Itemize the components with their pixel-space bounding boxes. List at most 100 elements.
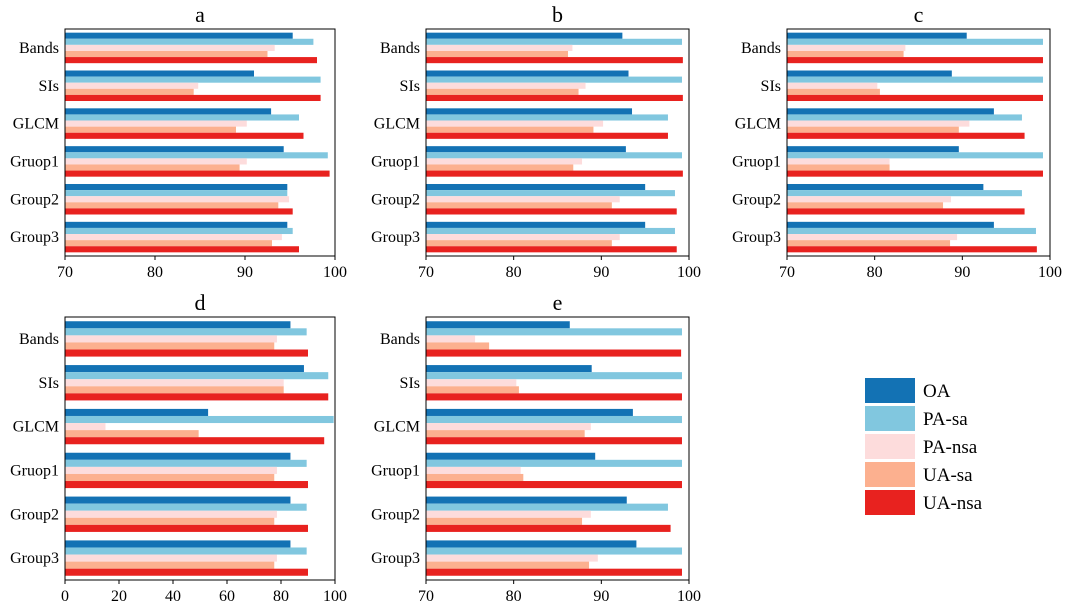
- bar-glcm-pa-nsa: [65, 120, 247, 127]
- bar-gruop1-ua-sa: [426, 164, 574, 171]
- bar-group3-pa-nsa: [426, 554, 598, 562]
- bar-sis-ua-nsa: [426, 393, 682, 401]
- bar-group2-oa: [787, 183, 984, 191]
- bar-glcm-pa-sa: [65, 114, 299, 121]
- x-tick-label: 70: [418, 264, 434, 281]
- bar-group3-oa: [787, 221, 994, 228]
- bar-bands-pa-nsa: [65, 335, 277, 343]
- bar-sis-pa-nsa: [787, 82, 878, 89]
- bar-group3-pa-sa: [787, 227, 1036, 235]
- bar-bands-oa: [426, 32, 623, 39]
- category-label: Group2: [371, 506, 420, 523]
- bar-group3-pa-sa: [426, 547, 682, 555]
- bar-sis-pa-sa: [426, 76, 682, 83]
- bar-group2-pa-sa: [426, 503, 668, 511]
- bar-group2-ua-sa: [787, 202, 944, 209]
- bar-bands-pa-sa: [65, 328, 307, 336]
- bar-glcm-pa-nsa: [787, 120, 970, 127]
- category-label: Bands: [380, 331, 420, 348]
- bar-group3-ua-nsa: [65, 246, 299, 253]
- bar-group2-pa-sa: [787, 190, 1022, 197]
- axes-frame: [425, 28, 690, 257]
- category-label: Group3: [10, 550, 59, 567]
- bar-group2-pa-sa: [65, 503, 307, 511]
- bar-glcm-pa-nsa: [65, 423, 106, 431]
- bar-sis-ua-nsa: [787, 94, 1043, 102]
- legend-label-pa-sa: PA-sa: [923, 409, 968, 430]
- bar-glcm-pa-sa: [65, 415, 334, 424]
- bar-gruop1-ua-nsa: [787, 170, 1043, 177]
- bar-group3-pa-nsa: [65, 554, 277, 562]
- bar-group2-pa-sa: [65, 190, 288, 197]
- bar-bands-oa: [65, 32, 293, 39]
- bar-gruop1-ua-nsa: [426, 170, 683, 177]
- axes-frame: [64, 28, 336, 257]
- bar-gruop1-ua-sa: [65, 164, 240, 171]
- bar-glcm-oa: [426, 108, 633, 115]
- panel-d: d Bands SIs GLCM Gruop1 Group2 Group3 0 20 40 60 80…: [10, 290, 347, 604]
- bar-gruop1-pa-sa: [65, 459, 307, 467]
- x-tick-label: 40: [165, 588, 181, 604]
- bar-sis-ua-nsa: [426, 94, 683, 102]
- legend-label-oa: OA: [923, 381, 951, 402]
- bar-group3-ua-sa: [65, 561, 275, 569]
- bar-group2-oa: [65, 496, 291, 504]
- bar-group2-pa-nsa: [787, 196, 951, 203]
- category-label: Group2: [10, 506, 59, 523]
- bar-group2-ua-sa: [65, 517, 275, 525]
- bar-glcm-pa-sa: [426, 114, 668, 121]
- bar-bands-pa-nsa: [787, 44, 906, 51]
- bar-bands-oa: [426, 321, 570, 329]
- bar-glcm-ua-nsa: [426, 437, 682, 445]
- category-label: Gruop1: [371, 153, 420, 170]
- bar-group3-pa-sa: [426, 227, 675, 235]
- category-label: Group3: [732, 229, 781, 246]
- x-tick-label: 0: [61, 588, 69, 604]
- x-tick-label: 70: [57, 264, 73, 281]
- x-tick-label: 80: [506, 588, 522, 604]
- bar-bands-pa-sa: [787, 38, 1043, 45]
- bar-gruop1-pa-nsa: [65, 158, 247, 165]
- legend-swatch-ua-nsa: [865, 490, 915, 515]
- category-label: Group3: [371, 550, 420, 567]
- bar-sis-pa-sa: [65, 372, 329, 380]
- legend-swatch-pa-nsa: [865, 434, 915, 459]
- category-label: Bands: [19, 40, 59, 57]
- bar-gruop1-pa-sa: [426, 152, 682, 159]
- x-tick-label: 80: [273, 588, 289, 604]
- category-label: GLCM: [13, 116, 59, 133]
- x-tick-label: 100: [1038, 264, 1062, 281]
- category-label: Gruop1: [10, 462, 59, 479]
- bar-group2-ua-sa: [426, 517, 583, 525]
- category-label: Group2: [732, 191, 781, 208]
- category-label: GLCM: [374, 116, 420, 133]
- bar-glcm-ua-sa: [65, 126, 236, 133]
- bar-group2-oa: [426, 183, 646, 191]
- x-tick-label: 70: [779, 264, 795, 281]
- bar-gruop1-ua-nsa: [426, 481, 682, 489]
- bar-group2-pa-nsa: [65, 196, 290, 203]
- bar-group3-pa-sa: [65, 547, 307, 555]
- bar-sis-oa: [426, 365, 592, 373]
- bar-glcm-pa-nsa: [426, 423, 591, 431]
- panel-c: c Bands SIs GLCM Gruop1 Group2 Group3 70 80 90 100: [732, 2, 1062, 281]
- bar-bands-ua-nsa: [65, 57, 317, 64]
- bar-bands-ua-sa: [65, 50, 268, 58]
- bar-group2-ua-nsa: [65, 524, 308, 532]
- x-tick-label: 90: [593, 588, 609, 604]
- x-tick-label: 100: [677, 588, 701, 604]
- bar-bands-pa-nsa: [426, 44, 573, 51]
- bar-group3-pa-nsa: [787, 234, 958, 241]
- category-label: Bands: [380, 40, 420, 57]
- bar-bands-pa-sa: [426, 38, 682, 45]
- bar-group2-pa-sa: [426, 190, 675, 197]
- bar-gruop1-ua-sa: [426, 473, 524, 482]
- bar-group3-oa: [65, 221, 288, 228]
- bar-bands-ua-nsa: [426, 349, 682, 357]
- bar-bands-oa: [787, 32, 967, 39]
- legend-label-ua-sa: UA-sa: [923, 465, 973, 486]
- bar-sis-ua-nsa: [65, 393, 329, 401]
- x-tick-label: 90: [593, 264, 609, 281]
- bar-group2-oa: [426, 496, 627, 504]
- bar-group3-ua-nsa: [65, 568, 308, 576]
